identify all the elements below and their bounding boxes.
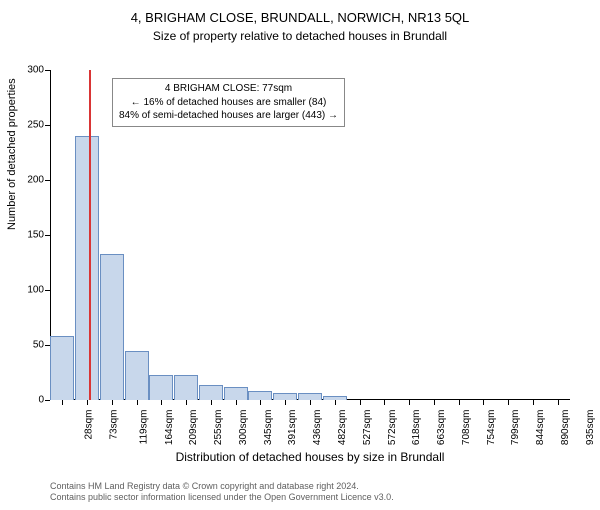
x-tick-label: 28sqm	[84, 410, 95, 440]
x-tick-label: 663sqm	[436, 410, 447, 446]
x-tick-label: 890sqm	[560, 410, 571, 446]
x-tick-label: 391sqm	[288, 410, 299, 446]
x-tick-label: 572sqm	[387, 410, 398, 446]
x-tick-label: 844sqm	[535, 410, 546, 446]
x-axis-label: Distribution of detached houses by size …	[50, 450, 570, 464]
x-tick-label: 345sqm	[263, 410, 274, 446]
marker-line	[89, 70, 91, 400]
x-tick-label: 255sqm	[213, 410, 224, 446]
x-tick-label: 708sqm	[461, 410, 472, 446]
histogram-bar	[224, 387, 248, 400]
footer-line2: Contains public sector information licen…	[50, 492, 394, 504]
footer-line1: Contains HM Land Registry data © Crown c…	[50, 481, 394, 493]
x-tick-label: 618sqm	[411, 410, 422, 446]
y-tick-label: 50	[14, 340, 44, 351]
chart-area: 28sqm73sqm119sqm164sqm209sqm255sqm300sqm…	[50, 70, 570, 400]
y-axis-label: Number of detached properties	[6, 78, 18, 230]
info-box: 4 BRIGHAM CLOSE: 77sqm ← 16% of detached…	[112, 78, 345, 127]
x-tick-label: 799sqm	[510, 410, 521, 446]
y-tick-label: 250	[14, 120, 44, 131]
x-tick-label: 436sqm	[312, 410, 323, 446]
histogram-bar	[273, 393, 297, 400]
footer: Contains HM Land Registry data © Crown c…	[50, 481, 394, 504]
y-tick-label: 100	[14, 285, 44, 296]
x-tick-label: 754sqm	[486, 410, 497, 446]
y-tick-label: 150	[14, 230, 44, 241]
info-box-line2: ← 16% of detached houses are smaller (84…	[119, 96, 338, 110]
title-main: 4, BRIGHAM CLOSE, BRUNDALL, NORWICH, NR1…	[0, 10, 600, 25]
x-tick-label: 164sqm	[164, 410, 175, 446]
x-tick-label: 935sqm	[585, 410, 596, 446]
histogram-bar	[298, 393, 322, 400]
histogram-bar	[174, 375, 198, 400]
histogram-bar	[100, 254, 124, 400]
x-tick-label: 482sqm	[337, 410, 348, 446]
histogram-bar	[50, 336, 74, 400]
x-tick-label: 209sqm	[189, 410, 200, 446]
x-tick-label: 527sqm	[362, 410, 373, 446]
y-tick-label: 0	[14, 395, 44, 406]
histogram-bar	[125, 351, 149, 401]
histogram-bar	[199, 385, 223, 400]
histogram-bar	[248, 391, 272, 400]
y-tick-label: 200	[14, 175, 44, 186]
x-tick-label: 300sqm	[238, 410, 249, 446]
y-tick-label: 300	[14, 65, 44, 76]
info-box-line3: 84% of semi-detached houses are larger (…	[119, 109, 338, 123]
histogram-bar	[149, 375, 173, 400]
title-sub: Size of property relative to detached ho…	[0, 29, 600, 43]
histogram-bar	[75, 136, 99, 400]
info-box-line1: 4 BRIGHAM CLOSE: 77sqm	[119, 82, 338, 96]
x-tick-label: 119sqm	[138, 410, 149, 445]
x-tick-label: 73sqm	[109, 410, 120, 440]
